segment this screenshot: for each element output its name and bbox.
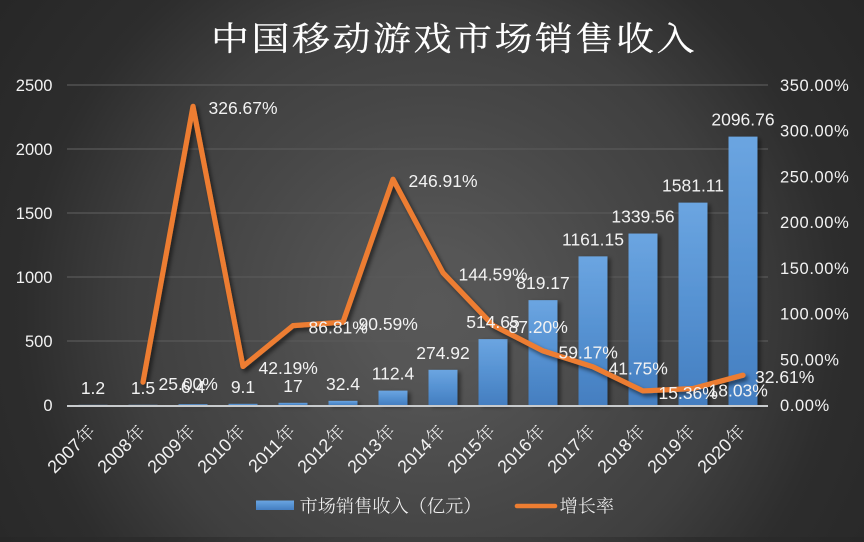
svg-text:90.59%: 90.59% bbox=[359, 314, 418, 334]
svg-text:2012: 2012 bbox=[293, 435, 335, 477]
svg-text:1161.15: 1161.15 bbox=[562, 229, 624, 249]
svg-text:2013: 2013 bbox=[343, 435, 385, 477]
svg-text:144.59%: 144.59% bbox=[459, 265, 528, 285]
svg-text:32.4: 32.4 bbox=[326, 374, 360, 394]
svg-text:25.00%: 25.00% bbox=[159, 374, 218, 394]
svg-text:2010: 2010 bbox=[193, 435, 235, 477]
svg-text:2017: 2017 bbox=[543, 435, 585, 477]
svg-text:200.00%: 200.00% bbox=[780, 214, 849, 232]
svg-text:0.00%: 0.00% bbox=[780, 397, 830, 415]
svg-text:250.00%: 250.00% bbox=[780, 168, 849, 186]
svg-text:150.00%: 150.00% bbox=[780, 260, 849, 278]
svg-text:350.00%: 350.00% bbox=[780, 77, 849, 95]
svg-text:2500: 2500 bbox=[16, 77, 53, 95]
svg-text:500: 500 bbox=[25, 333, 53, 351]
svg-text:42.19%: 42.19% bbox=[259, 358, 318, 378]
svg-text:2015: 2015 bbox=[443, 435, 485, 477]
svg-text:1000: 1000 bbox=[16, 269, 53, 287]
svg-text:1500: 1500 bbox=[16, 205, 53, 223]
svg-text:2009: 2009 bbox=[143, 435, 185, 477]
svg-text:1339.56: 1339.56 bbox=[611, 207, 674, 227]
svg-text:2008: 2008 bbox=[93, 435, 135, 477]
svg-text:9.1: 9.1 bbox=[231, 377, 255, 397]
svg-text:1581.11: 1581.11 bbox=[662, 176, 724, 196]
svg-text:300.00%: 300.00% bbox=[780, 123, 849, 141]
svg-text:100.00%: 100.00% bbox=[780, 306, 849, 324]
svg-text:326.67%: 326.67% bbox=[209, 98, 278, 118]
svg-text:112.4: 112.4 bbox=[372, 364, 415, 384]
svg-text:0: 0 bbox=[43, 397, 52, 415]
svg-text:32.61%: 32.61% bbox=[755, 367, 814, 387]
svg-text:1.5: 1.5 bbox=[131, 378, 155, 398]
svg-text:2016: 2016 bbox=[493, 435, 535, 477]
svg-text:2096.76: 2096.76 bbox=[711, 110, 774, 130]
svg-text:2007: 2007 bbox=[43, 435, 85, 477]
svg-text:246.91%: 246.91% bbox=[409, 171, 478, 191]
svg-text:17: 17 bbox=[283, 376, 302, 396]
svg-text:41.75%: 41.75% bbox=[609, 359, 668, 379]
svg-text:2020: 2020 bbox=[693, 435, 735, 477]
svg-text:2011: 2011 bbox=[244, 435, 286, 477]
svg-text:1.2: 1.2 bbox=[81, 378, 105, 398]
svg-text:87.20%: 87.20% bbox=[509, 317, 568, 337]
svg-text:274.92: 274.92 bbox=[416, 343, 470, 363]
svg-text:50.00%: 50.00% bbox=[780, 351, 840, 369]
svg-text:2018: 2018 bbox=[593, 435, 635, 477]
svg-text:2019: 2019 bbox=[643, 435, 685, 477]
svg-text:2000: 2000 bbox=[16, 141, 53, 159]
svg-text:2014: 2014 bbox=[393, 435, 435, 477]
